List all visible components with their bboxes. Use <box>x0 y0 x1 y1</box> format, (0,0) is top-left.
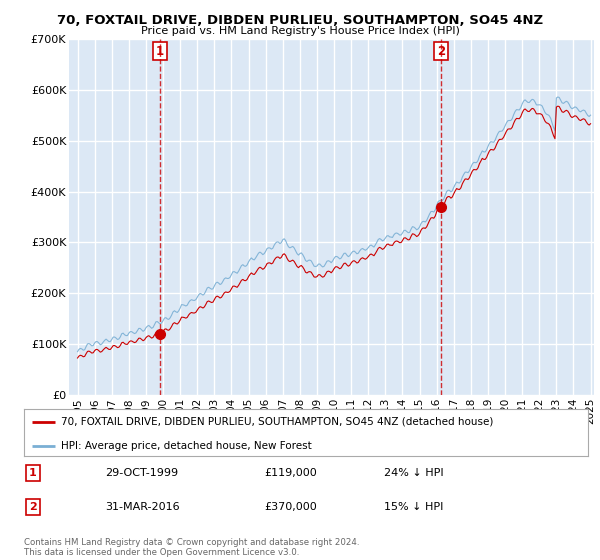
Text: 2: 2 <box>437 45 445 58</box>
Text: 15% ↓ HPI: 15% ↓ HPI <box>384 502 443 512</box>
Text: 1: 1 <box>29 468 37 478</box>
Text: 24% ↓ HPI: 24% ↓ HPI <box>384 468 443 478</box>
Text: HPI: Average price, detached house, New Forest: HPI: Average price, detached house, New … <box>61 441 311 451</box>
Text: 31-MAR-2016: 31-MAR-2016 <box>105 502 179 512</box>
Text: 70, FOXTAIL DRIVE, DIBDEN PURLIEU, SOUTHAMPTON, SO45 4NZ: 70, FOXTAIL DRIVE, DIBDEN PURLIEU, SOUTH… <box>57 14 543 27</box>
Text: Price paid vs. HM Land Registry's House Price Index (HPI): Price paid vs. HM Land Registry's House … <box>140 26 460 36</box>
Text: £119,000: £119,000 <box>264 468 317 478</box>
Text: 2: 2 <box>29 502 37 512</box>
Text: £370,000: £370,000 <box>264 502 317 512</box>
Text: 70, FOXTAIL DRIVE, DIBDEN PURLIEU, SOUTHAMPTON, SO45 4NZ (detached house): 70, FOXTAIL DRIVE, DIBDEN PURLIEU, SOUTH… <box>61 417 493 427</box>
Text: 1: 1 <box>156 45 164 58</box>
Text: Contains HM Land Registry data © Crown copyright and database right 2024.
This d: Contains HM Land Registry data © Crown c… <box>24 538 359 557</box>
Text: 29-OCT-1999: 29-OCT-1999 <box>105 468 178 478</box>
